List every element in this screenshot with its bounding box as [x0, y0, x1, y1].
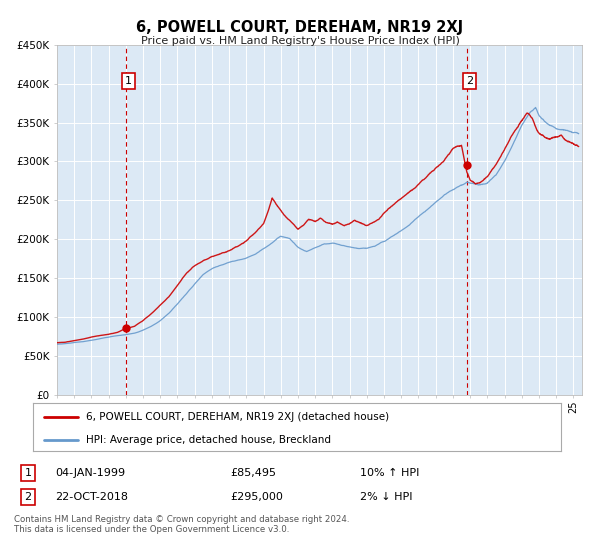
Text: £295,000: £295,000 [230, 492, 283, 502]
Text: 10% ↑ HPI: 10% ↑ HPI [360, 468, 419, 478]
Text: Price paid vs. HM Land Registry's House Price Index (HPI): Price paid vs. HM Land Registry's House … [140, 36, 460, 46]
Text: HPI: Average price, detached house, Breckland: HPI: Average price, detached house, Brec… [86, 435, 331, 445]
Text: 1: 1 [125, 76, 132, 86]
Text: 6, POWELL COURT, DEREHAM, NR19 2XJ: 6, POWELL COURT, DEREHAM, NR19 2XJ [136, 20, 464, 35]
Text: 04-JAN-1999: 04-JAN-1999 [55, 468, 125, 478]
Text: 22-OCT-2018: 22-OCT-2018 [55, 492, 128, 502]
Text: 2% ↓ HPI: 2% ↓ HPI [360, 492, 413, 502]
Text: 2: 2 [466, 76, 473, 86]
Text: 2: 2 [25, 492, 32, 502]
Text: £85,495: £85,495 [230, 468, 276, 478]
Text: 1: 1 [25, 468, 32, 478]
Text: Contains HM Land Registry data © Crown copyright and database right 2024.
This d: Contains HM Land Registry data © Crown c… [14, 515, 349, 534]
Text: 6, POWELL COURT, DEREHAM, NR19 2XJ (detached house): 6, POWELL COURT, DEREHAM, NR19 2XJ (deta… [86, 412, 389, 422]
